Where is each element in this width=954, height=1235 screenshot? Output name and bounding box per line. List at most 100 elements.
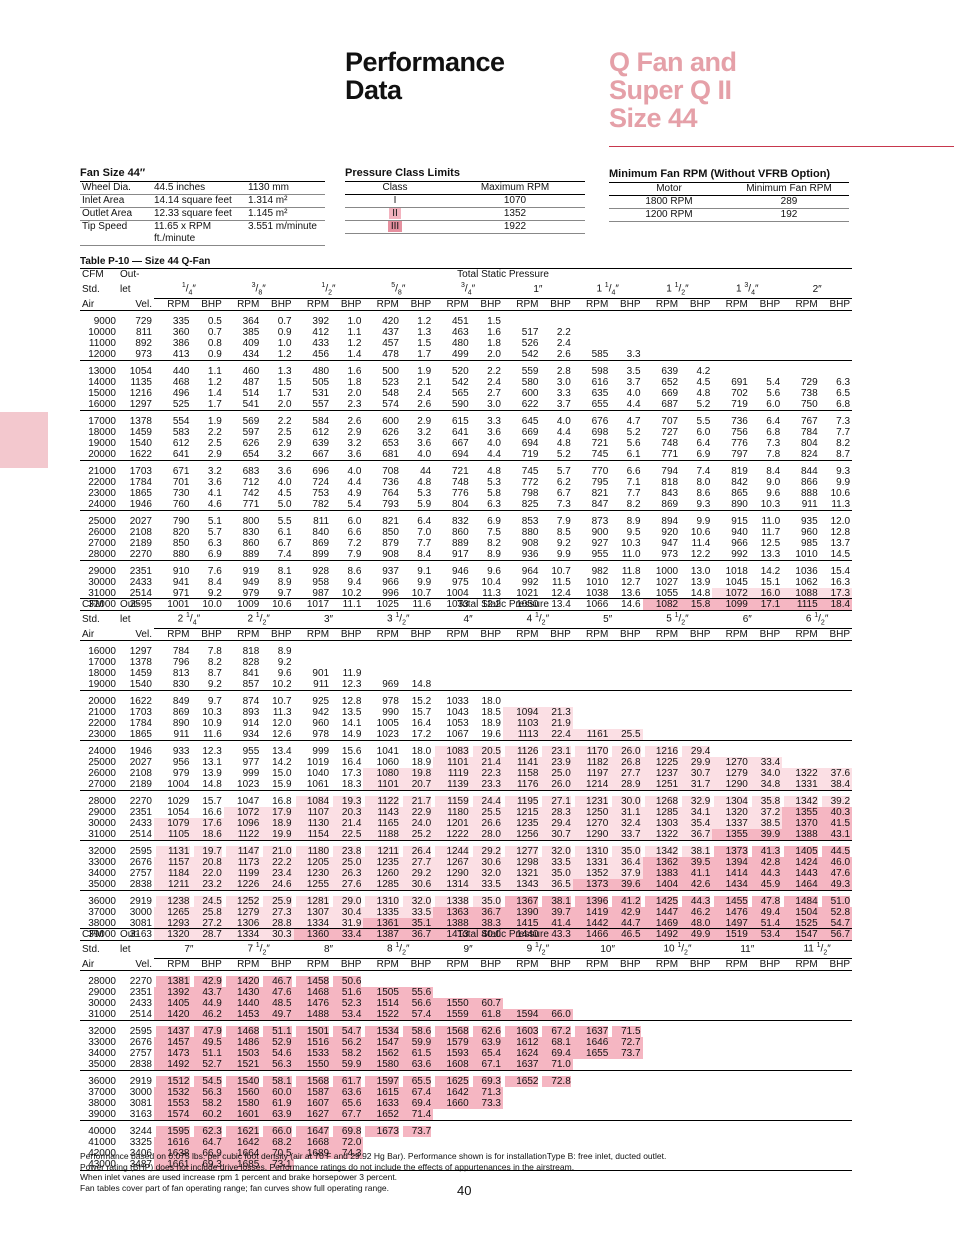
bhp-cell: 0.9: [191, 349, 224, 362]
rpm-cell: 934: [223, 729, 262, 742]
empty-cell: [782, 998, 820, 1009]
bhp-cell: 44.7: [610, 918, 643, 930]
outlet-velocity-cell: 2351: [129, 566, 152, 578]
bhp-cell: 28.9: [610, 779, 643, 792]
fraction-numerator: 1: [321, 282, 326, 289]
bhp-header: BHP: [749, 958, 783, 972]
rpm-cell: 1685: [223, 1159, 262, 1172]
empty-cell: [471, 1121, 503, 1138]
bhp-cell: 7.8: [749, 449, 783, 462]
rpm-cell: 830: [154, 679, 192, 692]
empty-cell: [680, 327, 712, 338]
bhp-cell: 11.4: [691, 538, 711, 550]
rpm-cell: 1497: [712, 918, 750, 930]
empty-cell: [750, 361, 782, 378]
bhp-cell: 9.2: [556, 538, 571, 550]
bhp-cell: 28.8: [261, 918, 294, 930]
empty-cell: [610, 1109, 643, 1122]
bhp-cell: 31.1: [610, 807, 643, 819]
bhp-cell: 53.4: [331, 1009, 364, 1022]
static-pressure-label: 1 1/4″: [572, 280, 643, 300]
header-cell: Total Static Pressure: [154, 598, 853, 610]
rpm-cell: 1652: [503, 1071, 541, 1088]
rpm-cell: 964: [521, 566, 539, 578]
bhp-cell: 5.4: [331, 499, 364, 512]
bhp-cell: 35.8: [750, 791, 782, 808]
empty-cell: [363, 657, 401, 668]
rpm-cell: 1231: [573, 791, 611, 808]
bhp-cell: 13.1: [202, 757, 222, 769]
empty-cell: [750, 971, 782, 988]
cfm-cell: 16000: [88, 646, 116, 658]
empty-cell: [363, 971, 401, 988]
rpm-header: RPM: [363, 298, 401, 312]
size-row: Std. let 7″ 7 1/2″ 8″ 8 1/2″ 9″ 9 1/2″ 10″ 10 1/2…: [80, 940, 853, 960]
bhp-cell: 4.4: [347, 477, 362, 489]
empty-cell: [433, 679, 471, 692]
rpm-cell: 996: [382, 588, 399, 600]
empty-cell: [643, 641, 681, 658]
min-rpm-title: Minimum Fan RPM (Without VFRB Option): [609, 168, 831, 180]
fan-size-cell: Tip Speed: [80, 220, 152, 246]
empty-cell: [642, 729, 681, 742]
bhp-cell: 9.3: [836, 466, 851, 478]
empty-cell: [331, 641, 363, 658]
bhp-cell: 41.3: [750, 841, 782, 858]
empty-cell: [331, 657, 363, 668]
empty-cell: [750, 998, 782, 1009]
bhp-cell: 6.7: [277, 538, 292, 550]
bhp-cell: 3.3: [610, 349, 643, 362]
bhp-cell: 67.2: [540, 1021, 572, 1038]
empty-cell: [820, 1137, 852, 1148]
empty-cell: [820, 998, 852, 1009]
rpm-cell: 542: [452, 377, 469, 389]
rpm-cell: 1173: [223, 857, 262, 869]
rpm-cell: 1084: [294, 791, 332, 808]
bhp-cell: 29.2: [471, 841, 503, 858]
empty-cell: [750, 1021, 782, 1038]
table-row: 31000 2514 1420 46.2 1453 49.7 1488 53.4 1522 57.…: [80, 1009, 853, 1022]
rpm-cell: 914: [242, 718, 260, 730]
empty-cell: [712, 1071, 750, 1088]
table-row: 33000 2676 1157 20.8 1173 22.2 1205 25.0 1235 27.…: [80, 857, 853, 869]
rpm-cell: 1642: [223, 1137, 262, 1149]
bhp-cell: 22.3: [470, 768, 503, 780]
pressure-class-label: I: [393, 195, 397, 206]
empty-cell: [680, 1009, 713, 1022]
rpm-cell: 1290: [712, 779, 750, 792]
rpm-header: RPM: [154, 958, 192, 972]
rpm-cell: 771: [223, 499, 262, 512]
rpm-header: RPM: [642, 958, 681, 972]
rpm-cell: 1216: [643, 741, 681, 758]
bhp-cell: 45.9: [749, 879, 783, 892]
bhp-cell: 4.6: [191, 499, 224, 512]
table-row: 23000 1865 730 4.1 742 4.5 753 4.9 764 5.3 776 5.8 7…: [80, 488, 852, 499]
rpm-cell: 1464: [782, 879, 820, 892]
bhp-cell: 30.0: [610, 791, 642, 808]
bhp-cell: 56.6: [400, 998, 434, 1010]
bhp-cell: 22.5: [331, 829, 364, 842]
rpm-cell: 1143: [363, 807, 401, 819]
cfm-cell: 41000: [88, 1137, 116, 1149]
rpm-cell: 1621: [224, 1121, 262, 1138]
outlet-velocity-cell: 1054: [129, 366, 152, 378]
empty-cell: [610, 1098, 642, 1109]
empty-cell: [782, 668, 820, 679]
bhp-cell: 51.1: [261, 1021, 293, 1038]
rpm-cell: 999: [312, 746, 330, 758]
empty-cell: [782, 641, 820, 658]
rpm-cell: 434: [223, 349, 262, 362]
empty-cell: [782, 327, 820, 338]
cfm-cell: 40000: [88, 1126, 116, 1138]
rpm-cell: 1521: [223, 1059, 262, 1072]
bhp-cell: 14.5: [819, 549, 853, 562]
bhp-cell: 10.7: [551, 566, 571, 578]
bhp-cell: 7.2: [347, 538, 362, 550]
bhp-cell: 46.2: [680, 907, 713, 919]
rpm-cell: 1660: [433, 1098, 471, 1110]
rpm-cell: 654: [223, 449, 262, 462]
rpm-header: RPM: [572, 958, 611, 972]
bhp-cell: 12.7: [621, 577, 641, 589]
bhp-cell: 15.4: [830, 566, 851, 578]
bhp-cell: 25.5: [470, 807, 503, 819]
